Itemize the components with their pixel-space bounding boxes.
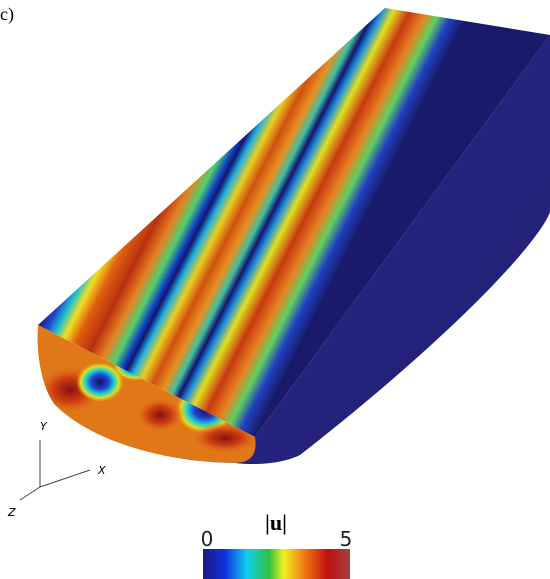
axis-label-x: X — [97, 464, 106, 477]
axis-label-y: Y — [40, 420, 48, 433]
axis-triad — [19, 440, 91, 501]
axis-label-z: Z — [7, 506, 16, 519]
colorbar-tick-label: 0 — [201, 527, 214, 551]
top-face — [38, 8, 550, 437]
colorbar-tick-label: 5 — [340, 527, 353, 551]
panel-label: c) — [0, 4, 14, 25]
cylinder-side — [235, 35, 550, 465]
colorbar-label: |u| — [265, 510, 287, 535]
colorbar — [203, 549, 350, 579]
